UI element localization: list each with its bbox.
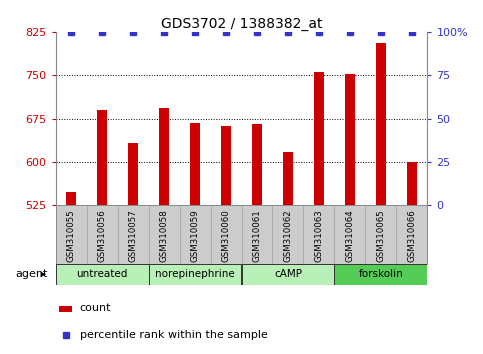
Text: GSM310057: GSM310057	[128, 210, 138, 262]
Text: GSM310061: GSM310061	[253, 210, 261, 262]
Text: GSM310059: GSM310059	[190, 210, 199, 262]
Bar	[221, 126, 231, 205]
Text: untreated: untreated	[76, 269, 128, 279]
Text: GSM310055: GSM310055	[67, 210, 75, 262]
Text: cAMP: cAMP	[274, 269, 302, 279]
Bar	[313, 72, 325, 205]
Bar	[334, 264, 427, 285]
Text: forskolin: forskolin	[358, 269, 403, 279]
Bar	[242, 264, 334, 285]
Text: norepinephrine: norepinephrine	[155, 269, 235, 279]
Bar	[190, 122, 200, 205]
Bar	[252, 124, 262, 205]
Bar	[344, 74, 355, 205]
Text: GSM310065: GSM310065	[376, 210, 385, 262]
Bar	[376, 44, 386, 205]
Text: count: count	[80, 303, 111, 313]
Bar	[149, 264, 242, 285]
Text: GSM310058: GSM310058	[159, 210, 169, 262]
Text: GSM310060: GSM310060	[222, 210, 230, 262]
Text: GSM310063: GSM310063	[314, 210, 324, 262]
Bar	[283, 152, 293, 205]
Text: GSM310064: GSM310064	[345, 210, 355, 262]
Text: GSM310062: GSM310062	[284, 210, 293, 262]
Text: GSM310056: GSM310056	[98, 210, 107, 262]
Bar	[97, 110, 107, 205]
Bar	[56, 264, 149, 285]
Text: GSM310066: GSM310066	[408, 210, 416, 262]
Text: agent: agent	[15, 269, 48, 279]
Text: percentile rank within the sample: percentile rank within the sample	[80, 330, 268, 340]
Bar	[128, 143, 139, 205]
Bar	[59, 306, 72, 312]
Title: GDS3702 / 1388382_at: GDS3702 / 1388382_at	[161, 17, 322, 31]
Bar	[407, 162, 417, 205]
Bar	[158, 108, 170, 205]
Bar	[66, 192, 76, 205]
